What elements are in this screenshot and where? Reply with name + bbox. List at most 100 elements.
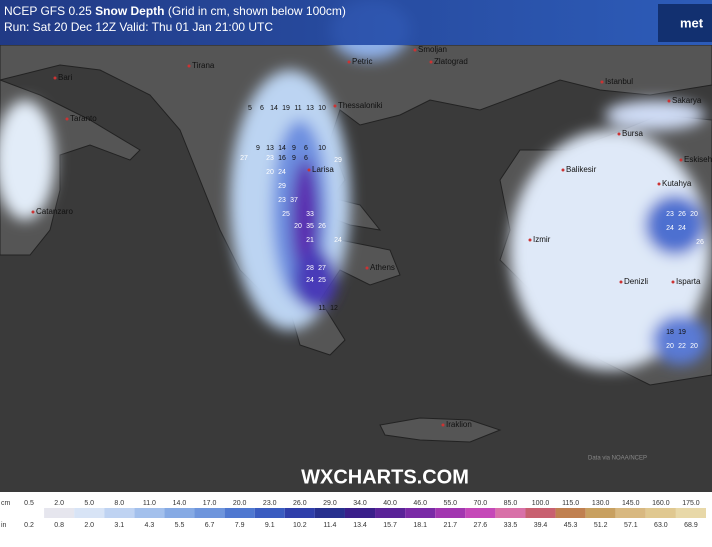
- city-dot: [657, 182, 661, 186]
- grid-value: 9: [256, 145, 260, 152]
- legend-cm: 130.0: [592, 500, 610, 507]
- legend-cm: 2.0: [54, 500, 64, 507]
- grid-value: 24: [334, 237, 342, 244]
- legend-cm: 34.0: [353, 500, 367, 507]
- grid-value: 28: [306, 265, 314, 272]
- legend-swatch: [104, 508, 135, 518]
- grid-value: 6: [304, 155, 308, 162]
- grid-value: 35: [306, 223, 314, 230]
- grid-value: 24: [306, 277, 314, 284]
- city-dot: [365, 266, 369, 270]
- legend-swatch: [44, 508, 75, 518]
- grid-value: 20: [266, 169, 274, 176]
- legend-swatch: [224, 508, 255, 518]
- legend-swatch: [405, 508, 436, 518]
- grid-value: 26: [696, 239, 704, 246]
- city-dot: [441, 423, 445, 427]
- legend-swatch: [284, 508, 315, 518]
- grid-value: 23: [278, 197, 286, 204]
- city-label: Catanzaro: [36, 207, 73, 216]
- city-label: Thessaloniki: [338, 101, 383, 110]
- legend-swatch: [585, 508, 616, 518]
- legend-swatch: [344, 508, 376, 518]
- legend-cm: 20.0: [233, 500, 247, 507]
- snow-cover: [0, 0, 710, 370]
- city-dot: [65, 117, 69, 121]
- city-label: Isparta: [676, 277, 701, 286]
- legend-swatch: [14, 508, 45, 518]
- title-bold: Snow Depth: [95, 4, 164, 18]
- city-dot: [347, 60, 351, 64]
- city-label: Tirana: [192, 61, 215, 70]
- legend-cm: 29.0: [323, 500, 337, 507]
- grid-value: 9: [292, 145, 296, 152]
- legend-unit: in: [1, 522, 7, 529]
- legend-swatch: [375, 508, 406, 518]
- grid-value: 33: [306, 211, 314, 218]
- city-label: Sakarya: [672, 96, 702, 105]
- city-dot: [413, 48, 417, 52]
- legend-swatch: [615, 508, 646, 518]
- legend-in: 33.5: [504, 522, 518, 529]
- legend-cm: 40.0: [383, 500, 397, 507]
- header-title: NCEP GFS 0.25 Snow Depth (Grid in cm, sh…: [4, 4, 346, 18]
- legend-cm: 160.0: [652, 500, 670, 507]
- grid-value: 23: [266, 155, 274, 162]
- legend-in: 21.7: [443, 522, 457, 529]
- legend-cm: 14.0: [173, 500, 187, 507]
- city-label: Petric: [352, 57, 372, 66]
- legend-in: 10.2: [293, 522, 307, 529]
- legend-in: 7.9: [235, 522, 245, 529]
- legend-swatch: [134, 508, 165, 518]
- grid-value: 22: [678, 343, 686, 350]
- city-label: Smoljan: [418, 45, 447, 54]
- legend-swatch: [435, 508, 466, 518]
- city-label: Eskisehir: [684, 155, 712, 164]
- watermark: WXCHARTS.COM: [301, 466, 469, 488]
- grid-value: 9: [292, 155, 296, 162]
- legend-in: 57.1: [624, 522, 638, 529]
- city-label: Taranto: [70, 114, 97, 123]
- city-dot: [679, 158, 683, 162]
- legend-cm: 11.0: [143, 500, 156, 507]
- legend-unit: cm: [1, 500, 11, 507]
- grid-value: 6: [304, 145, 308, 152]
- city-dot: [528, 238, 532, 242]
- legend-cm: 26.0: [293, 500, 307, 507]
- logo: met: [680, 15, 704, 30]
- grid-value: 19: [678, 329, 686, 336]
- legend-swatch: [254, 508, 285, 518]
- city-label: Athens: [370, 263, 395, 272]
- grid-value: 13: [306, 105, 314, 112]
- grid-value: 24: [678, 225, 686, 232]
- city-label: Kutahya: [662, 179, 692, 188]
- legend-in: 51.2: [594, 522, 608, 529]
- legend-swatch: [314, 508, 345, 518]
- header-bar: [0, 0, 712, 45]
- grid-value: 37: [290, 197, 298, 204]
- legend-cm: 85.0: [504, 500, 518, 507]
- legend-in: 63.0: [654, 522, 668, 529]
- grid-value: 20: [690, 343, 698, 350]
- legend-in: 4.3: [145, 522, 155, 529]
- legend-in: 9.1: [265, 522, 275, 529]
- legend-cm: 5.0: [84, 500, 94, 507]
- city-dot: [333, 104, 337, 108]
- city-label: Istanbul: [605, 77, 633, 86]
- city-dot: [561, 168, 565, 172]
- legend-cm: 175.0: [682, 500, 700, 507]
- legend-in: 15.7: [383, 522, 397, 529]
- city-dot: [187, 64, 191, 68]
- legend-in: 3.1: [114, 522, 124, 529]
- city-label: Bari: [58, 73, 72, 82]
- legend-in: 45.3: [564, 522, 578, 529]
- legend-cm: 70.0: [474, 500, 488, 507]
- legend-in: 39.4: [534, 522, 548, 529]
- grid-value: 24: [666, 225, 674, 232]
- legend-swatch: [74, 508, 105, 518]
- grid-value: 10: [318, 145, 326, 152]
- legend-cm: 115.0: [562, 500, 579, 507]
- legend-in: 2.0: [84, 522, 94, 529]
- legend-in: 0.8: [54, 522, 64, 529]
